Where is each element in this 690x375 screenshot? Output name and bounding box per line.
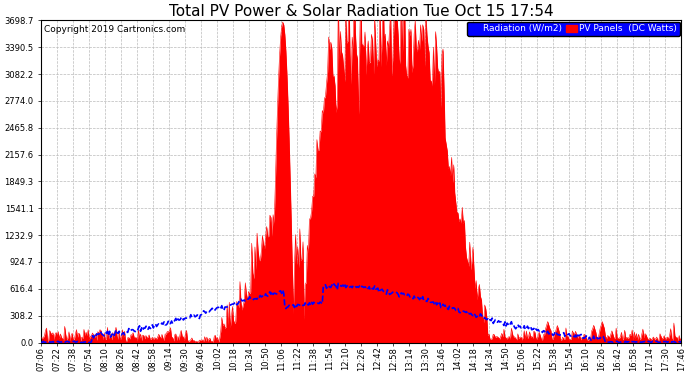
Legend: Radiation (W/m2), PV Panels  (DC Watts): Radiation (W/m2), PV Panels (DC Watts) [467,22,680,36]
Title: Total PV Power & Solar Radiation Tue Oct 15 17:54: Total PV Power & Solar Radiation Tue Oct… [169,4,553,19]
Text: Copyright 2019 Cartronics.com: Copyright 2019 Cartronics.com [44,25,186,34]
